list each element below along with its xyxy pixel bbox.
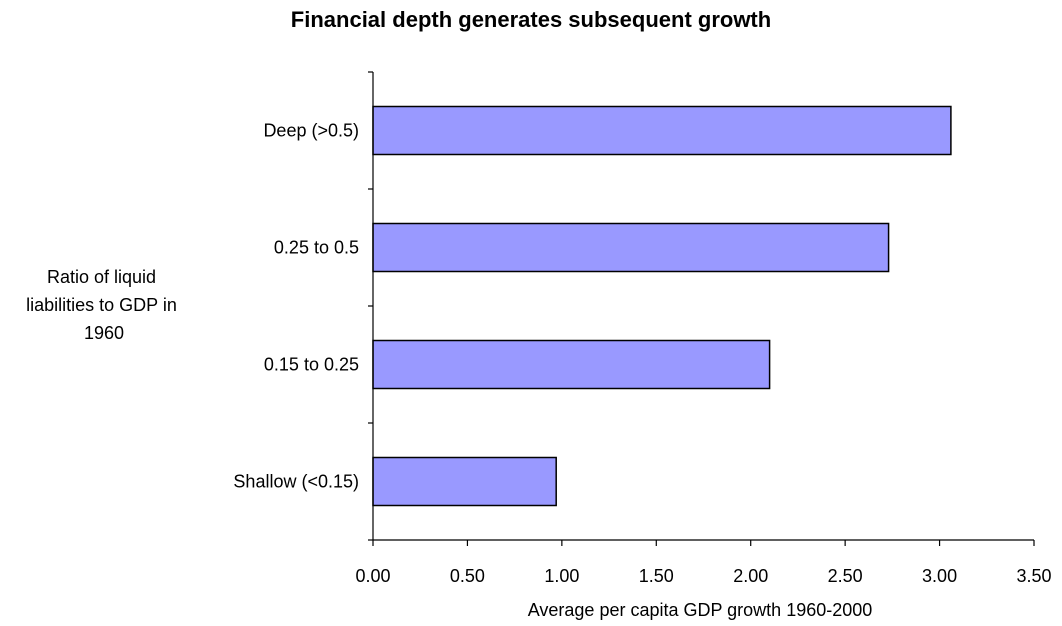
y-axis-label-line-1: Ratio of liquid [47, 267, 156, 287]
bars-group: Deep (>0.5) 0.25 to 0.5 0.15 to 0.25 Shallo… [233, 105, 952, 507]
y-axis-label: Ratio of liquid liabilities to GDP in 19… [26, 267, 182, 343]
x-tick-label: 0.50 [450, 566, 485, 586]
x-tick-label: 0.00 [355, 566, 390, 586]
category-label: Shallow (<0.15) [233, 472, 359, 492]
category-label: 0.25 to 0.5 [274, 238, 359, 258]
x-tick-label: 1.50 [639, 566, 674, 586]
x-tick-label: 1.00 [544, 566, 579, 586]
y-axis-label-line-2: liabilities to GDP in [26, 295, 177, 315]
x-tick-label: 2.50 [828, 566, 863, 586]
axes-group: 0.00 0.50 1.00 1.50 2.00 2.50 3.00 3.50 [355, 71, 1052, 586]
y-axis-label-line-3: 1960 [84, 323, 124, 343]
x-tick-label: 3.00 [922, 566, 957, 586]
category-label: 0.15 to 0.25 [264, 355, 359, 375]
category-label: Deep (>0.5) [263, 121, 359, 141]
x-tick-label: 2.00 [733, 566, 768, 586]
bar [372, 339, 771, 390]
bar [372, 105, 952, 156]
chart-title: Financial depth generates subsequent gro… [291, 7, 771, 32]
bar [372, 456, 557, 507]
x-tick-label: 3.50 [1016, 566, 1051, 586]
x-axis-label: Average per capita GDP growth 1960-2000 [528, 600, 873, 620]
bar [372, 222, 890, 273]
